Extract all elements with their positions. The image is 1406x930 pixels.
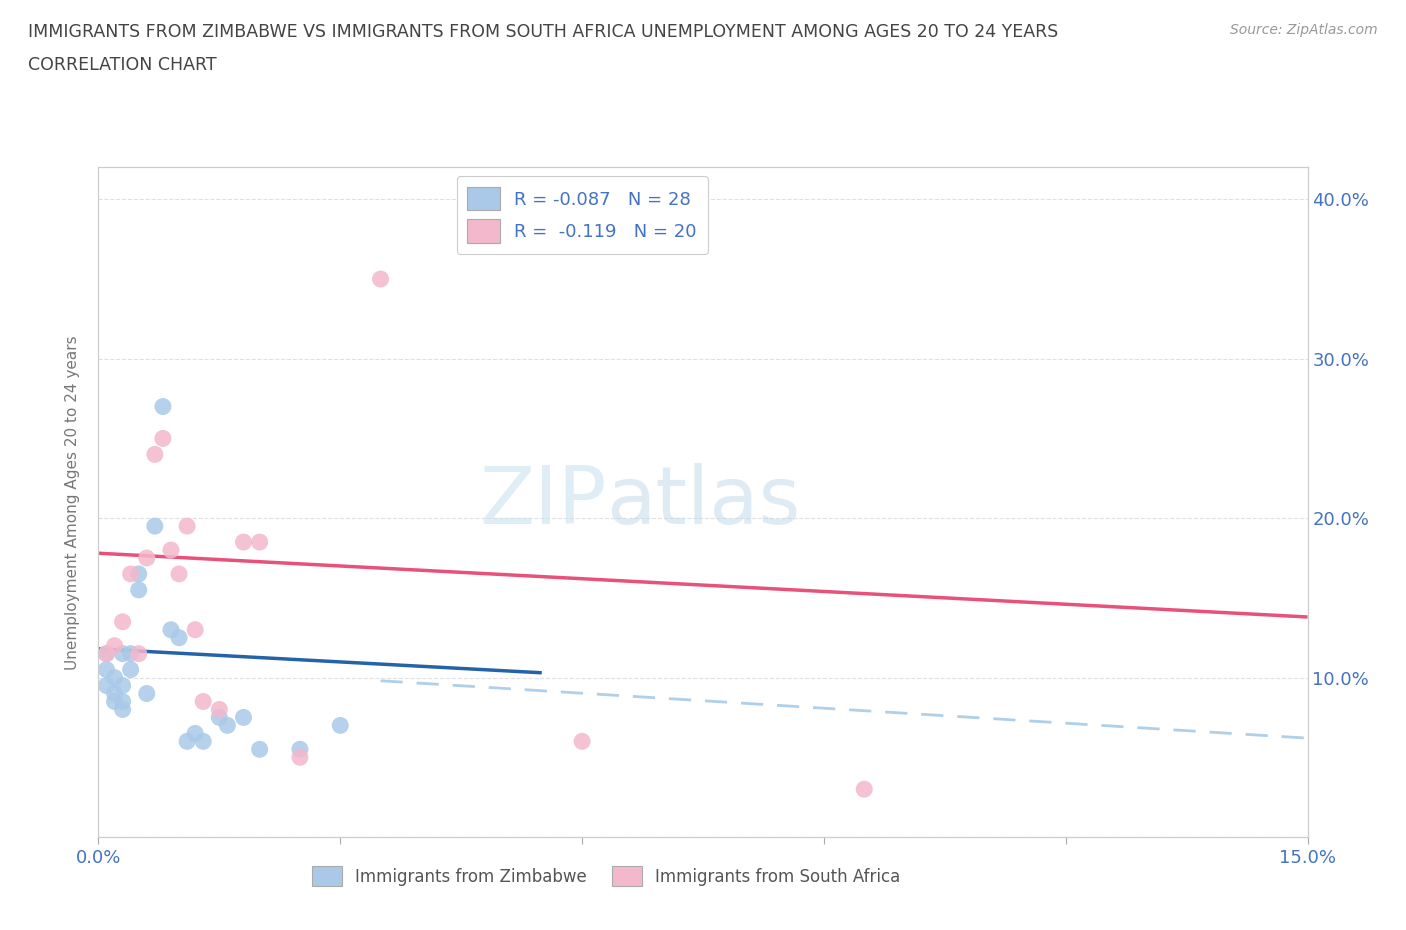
Point [249,742,271,757]
Point [160,622,183,637]
Point [167,566,190,581]
Point [152,399,174,414]
Point [128,582,150,597]
Text: IMMIGRANTS FROM ZIMBABWE VS IMMIGRANTS FROM SOUTH AFRICA UNEMPLOYMENT AMONG AGES: IMMIGRANTS FROM ZIMBABWE VS IMMIGRANTS F… [28,23,1059,41]
Point [111,702,134,717]
Point [111,646,134,661]
Point [120,662,142,677]
Y-axis label: Unemployment Among Ages 20 to 24 years: Unemployment Among Ages 20 to 24 years [65,335,80,670]
Point [329,718,352,733]
Point [152,431,174,445]
Point [232,710,254,724]
Point [249,535,271,550]
Point [176,519,198,534]
Point [96,646,118,661]
Point [143,447,166,462]
Point [103,671,125,685]
Point [184,726,207,741]
Point [288,750,311,764]
Point [208,710,231,724]
Point [103,694,125,709]
Point [571,734,593,749]
Point [128,646,150,661]
Text: ZIP: ZIP [479,463,606,541]
Legend: Immigrants from Zimbabwe, Immigrants from South Africa: Immigrants from Zimbabwe, Immigrants fro… [305,859,907,892]
Point [96,678,118,693]
Point [176,734,198,749]
Point [370,272,392,286]
Point [184,622,207,637]
Point [217,718,239,733]
Point [193,694,215,709]
Point [96,662,118,677]
Point [232,535,254,550]
Point [135,686,157,701]
Point [120,646,142,661]
Point [135,551,157,565]
Text: Source: ZipAtlas.com: Source: ZipAtlas.com [1230,23,1378,37]
Point [853,782,876,797]
Point [167,631,190,645]
Point [160,542,183,557]
Point [193,734,215,749]
Point [96,646,118,661]
Point [208,702,231,717]
Point [128,566,150,581]
Point [111,678,134,693]
Text: atlas: atlas [606,463,800,541]
Point [120,566,142,581]
Point [111,615,134,630]
Point [103,686,125,701]
Point [111,694,134,709]
Point [288,742,311,757]
Point [103,638,125,653]
Text: CORRELATION CHART: CORRELATION CHART [28,56,217,73]
Point [143,519,166,534]
